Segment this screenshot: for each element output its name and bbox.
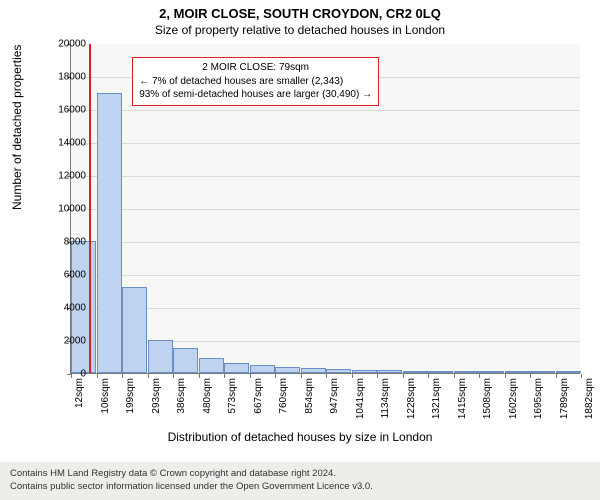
x-tick-label: 199sqm bbox=[125, 378, 136, 414]
x-tick-label: 1508sqm bbox=[482, 378, 493, 419]
bar bbox=[479, 371, 504, 373]
x-tick-mark bbox=[122, 374, 123, 378]
x-tick-mark bbox=[199, 374, 200, 378]
gridline bbox=[71, 308, 580, 309]
y-tick-label: 6000 bbox=[44, 270, 86, 281]
bar bbox=[275, 367, 300, 373]
chart-wrap: 2 MOIR CLOSE: 79sqm← 7% of detached hous… bbox=[70, 44, 580, 430]
bar bbox=[556, 371, 581, 373]
x-tick-label: 1321sqm bbox=[431, 378, 442, 419]
y-tick-label: 12000 bbox=[44, 171, 86, 182]
x-tick-mark bbox=[275, 374, 276, 378]
bar bbox=[454, 371, 479, 373]
y-tick-label: 0 bbox=[44, 369, 86, 380]
gridline bbox=[71, 143, 580, 144]
x-tick-mark bbox=[97, 374, 98, 378]
x-tick-label: 1228sqm bbox=[406, 378, 417, 419]
x-tick-mark bbox=[556, 374, 557, 378]
x-tick-mark bbox=[581, 374, 582, 378]
gridline bbox=[71, 242, 580, 243]
x-tick-mark bbox=[505, 374, 506, 378]
x-tick-mark bbox=[530, 374, 531, 378]
x-tick-mark bbox=[352, 374, 353, 378]
x-tick-label: 854sqm bbox=[304, 378, 315, 414]
footer: Contains HM Land Registry data © Crown c… bbox=[0, 462, 600, 500]
marker-line bbox=[89, 44, 91, 373]
y-tick-label: 2000 bbox=[44, 336, 86, 347]
y-tick-label: 8000 bbox=[44, 237, 86, 248]
bar bbox=[352, 370, 377, 373]
bar bbox=[199, 358, 224, 373]
page-title: 2, MOIR CLOSE, SOUTH CROYDON, CR2 0LQ bbox=[0, 0, 600, 21]
gridline bbox=[71, 275, 580, 276]
x-tick-label: 480sqm bbox=[202, 378, 213, 414]
x-tick-mark bbox=[250, 374, 251, 378]
x-tick-mark bbox=[479, 374, 480, 378]
callout-larger: 93% of semi-detached houses are larger (… bbox=[139, 88, 372, 102]
gridline bbox=[71, 110, 580, 111]
x-tick-label: 1789sqm bbox=[559, 378, 570, 419]
bar bbox=[377, 370, 402, 373]
y-tick-label: 4000 bbox=[44, 303, 86, 314]
x-tick-label: 1602sqm bbox=[508, 378, 519, 419]
x-tick-label: 1041sqm bbox=[355, 378, 366, 419]
x-tick-mark bbox=[301, 374, 302, 378]
x-tick-label: 386sqm bbox=[176, 378, 187, 414]
bar bbox=[530, 371, 555, 373]
bar bbox=[326, 369, 351, 373]
x-tick-mark bbox=[326, 374, 327, 378]
callout-smaller: ← 7% of detached houses are smaller (2,3… bbox=[139, 75, 372, 89]
x-tick-mark bbox=[428, 374, 429, 378]
chart-container: 2, MOIR CLOSE, SOUTH CROYDON, CR2 0LQ Si… bbox=[0, 0, 600, 500]
x-tick-mark bbox=[403, 374, 404, 378]
x-tick-label: 947sqm bbox=[329, 378, 340, 414]
x-tick-label: 573sqm bbox=[227, 378, 238, 414]
x-tick-mark bbox=[377, 374, 378, 378]
gridline bbox=[71, 176, 580, 177]
x-tick-label: 1882sqm bbox=[584, 378, 595, 419]
x-tick-mark bbox=[173, 374, 174, 378]
bar bbox=[122, 287, 147, 373]
bar bbox=[173, 348, 198, 373]
x-tick-label: 760sqm bbox=[278, 378, 289, 414]
gridline bbox=[71, 209, 580, 210]
y-tick-label: 20000 bbox=[44, 39, 86, 50]
x-tick-label: 12sqm bbox=[74, 378, 85, 408]
bar bbox=[250, 365, 275, 373]
bar bbox=[301, 368, 326, 373]
y-tick-label: 16000 bbox=[44, 105, 86, 116]
x-tick-label: 293sqm bbox=[151, 378, 162, 414]
x-axis-label: Distribution of detached houses by size … bbox=[0, 430, 600, 444]
footer-line-2: Contains public sector information licen… bbox=[10, 481, 590, 494]
x-tick-label: 667sqm bbox=[253, 378, 264, 414]
bar bbox=[403, 371, 428, 373]
bar bbox=[505, 371, 530, 373]
bar bbox=[97, 93, 122, 374]
bar bbox=[148, 340, 173, 373]
y-axis-label: Number of detached properties bbox=[10, 45, 24, 210]
x-tick-label: 1695sqm bbox=[533, 378, 544, 419]
y-tick-label: 18000 bbox=[44, 72, 86, 83]
y-tick-label: 10000 bbox=[44, 204, 86, 215]
footer-line-1: Contains HM Land Registry data © Crown c… bbox=[10, 468, 590, 481]
plot-area: 2 MOIR CLOSE: 79sqm← 7% of detached hous… bbox=[70, 44, 580, 374]
x-tick-mark bbox=[454, 374, 455, 378]
x-tick-label: 106sqm bbox=[100, 378, 111, 414]
x-tick-label: 1415sqm bbox=[457, 378, 468, 419]
x-tick-mark bbox=[224, 374, 225, 378]
x-tick-label: 1134sqm bbox=[380, 378, 391, 418]
page-subtitle: Size of property relative to detached ho… bbox=[0, 21, 600, 37]
bar bbox=[224, 363, 249, 373]
bar bbox=[428, 371, 453, 373]
callout-title: 2 MOIR CLOSE: 79sqm bbox=[139, 61, 372, 75]
y-tick-label: 14000 bbox=[44, 138, 86, 149]
callout-box: 2 MOIR CLOSE: 79sqm← 7% of detached hous… bbox=[132, 57, 379, 106]
x-tick-mark bbox=[148, 374, 149, 378]
